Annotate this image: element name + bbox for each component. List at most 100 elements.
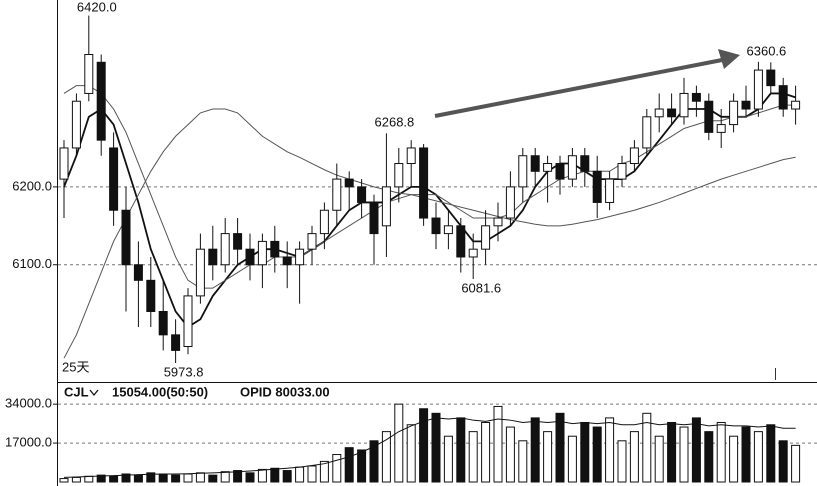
volume-bar <box>505 426 515 483</box>
candle-body <box>555 163 565 180</box>
volume-bar <box>518 440 528 483</box>
volume-bar <box>220 471 230 483</box>
candle-body <box>419 147 429 219</box>
volume-bar <box>307 465 317 483</box>
volume-bar <box>233 470 243 483</box>
candle-body <box>121 209 131 266</box>
volume-bar <box>59 478 69 483</box>
volume-bar <box>394 403 404 483</box>
volume-bar <box>109 475 119 483</box>
opid-value: OPID 80033.00 <box>240 384 330 399</box>
candle-body <box>741 100 751 110</box>
candle-body <box>468 248 478 258</box>
candle-body <box>208 248 218 266</box>
price-annotation: 5973.8 <box>164 364 204 379</box>
volume-bar <box>146 472 156 483</box>
volume-bar <box>791 444 801 483</box>
volume-bar <box>468 431 478 483</box>
volume-bar <box>543 431 553 483</box>
price-annotation: 6268.8 <box>375 115 415 130</box>
candle-body <box>307 233 317 250</box>
candle-body <box>617 163 627 180</box>
volume-bar <box>406 424 416 483</box>
candle-body <box>158 310 168 336</box>
candle-body <box>369 201 379 235</box>
volume-bar <box>319 460 329 483</box>
volume-bar <box>133 474 143 483</box>
volume-bar <box>158 473 168 483</box>
line <box>63 85 796 289</box>
candle-body <box>580 155 590 172</box>
candle-body <box>704 100 714 133</box>
candle-body <box>96 61 106 141</box>
volume-bar <box>357 449 367 483</box>
trend-arrowhead <box>718 49 740 69</box>
y-tick-label: 6200.0 <box>12 178 52 193</box>
candle-body <box>257 240 267 266</box>
volume-bar <box>555 412 565 483</box>
candle-body <box>481 225 491 250</box>
candle-body <box>654 108 664 118</box>
volume-bar <box>171 474 181 483</box>
candle-body <box>109 147 119 211</box>
candle-body <box>766 69 776 87</box>
candle-body <box>716 124 726 133</box>
volume-bar <box>617 440 627 483</box>
candle-body <box>394 163 404 188</box>
line <box>63 417 796 478</box>
volume-bar <box>753 431 763 483</box>
candle-body <box>505 186 515 219</box>
candle-body <box>319 209 329 235</box>
volume-bar <box>257 468 267 483</box>
candle-body <box>270 240 280 258</box>
volume-bar <box>121 473 131 483</box>
candle-body <box>133 264 143 281</box>
candle-body <box>84 54 94 94</box>
candle-body <box>282 256 292 266</box>
candle-body <box>431 217 441 235</box>
trend-arrow <box>434 58 723 118</box>
candle-body <box>406 147 416 165</box>
volume-bar <box>332 454 342 483</box>
candle-body <box>332 178 342 211</box>
volume-bar <box>679 426 689 483</box>
candle-body <box>642 116 652 149</box>
volume-bar <box>629 431 639 483</box>
volume-bar <box>84 475 94 483</box>
volume-bar <box>270 467 280 483</box>
volume-bar <box>530 417 540 483</box>
period-label: 25天 <box>62 359 89 374</box>
indicator-name: CJL <box>64 384 89 399</box>
candle-body <box>605 178 615 203</box>
volume-bar <box>729 435 739 483</box>
candle-body <box>530 155 540 172</box>
volume-bar <box>282 470 292 483</box>
candle-body <box>679 92 689 118</box>
y-tick-label: 17000.0 <box>5 435 52 450</box>
volume-bar <box>456 417 466 483</box>
candle-body <box>753 69 763 110</box>
y-tick-label: 34000.0 <box>5 396 52 411</box>
volume-bar <box>567 435 577 483</box>
candle-body <box>59 147 69 180</box>
price-annotation: 6081.6 <box>461 281 501 296</box>
candle-body <box>456 225 466 258</box>
volume-bar <box>481 421 491 483</box>
line <box>63 108 796 359</box>
candle-body <box>171 334 181 351</box>
candle-body <box>183 295 193 348</box>
volume-bar <box>580 421 590 483</box>
volume-bar <box>195 472 205 483</box>
candle-body <box>543 163 553 172</box>
candle-body <box>146 279 156 312</box>
volume-bar <box>431 412 441 483</box>
volume-bar <box>96 474 106 483</box>
candle-body <box>357 186 367 203</box>
indicator-dropdown[interactable] <box>89 389 99 397</box>
volume-bar <box>741 426 751 483</box>
volume-bar <box>493 405 503 483</box>
y-tick-label: 6100.0 <box>12 256 52 271</box>
volume-bar <box>344 447 354 483</box>
